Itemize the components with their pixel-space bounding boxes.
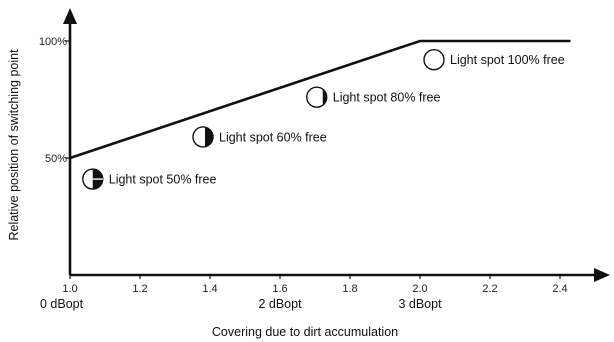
series-line <box>69 39 571 160</box>
annotations: Light spot 50% free Light spot 60% free Li… <box>82 49 565 190</box>
light-spot-circle <box>192 126 214 148</box>
light-spot-marker: Light spot 50% free <box>82 168 217 190</box>
covered-portion <box>322 87 327 108</box>
x-tick-label: 1.6 <box>272 283 287 295</box>
light-spot-marker: Light spot 80% free <box>306 86 441 108</box>
y-tick-label: 100% <box>39 36 67 48</box>
x-tick-label: 1.4 <box>202 283 217 295</box>
x-tick-label: 2.4 <box>552 283 567 295</box>
light-spot-marker: Light spot 100% free <box>423 49 565 71</box>
light-spot-circle <box>423 49 445 71</box>
dbopt-label: 3 dBopt <box>398 297 442 311</box>
light-spot-label: Light spot 60% free <box>219 130 327 144</box>
dbopt-label: 2 dBopt <box>258 297 302 311</box>
x-axis-title: Covering due to dirt accumulation <box>212 325 398 339</box>
x-tick-label: 2.2 <box>482 283 497 295</box>
plot-area <box>69 39 571 160</box>
y-axis-arrow <box>63 8 77 24</box>
light-spot-label: Light spot 80% free <box>333 91 441 105</box>
covered-portion <box>205 126 213 147</box>
y-tick-label: 50% <box>45 153 67 165</box>
x-tick-label: 1.2 <box>132 283 147 295</box>
light-spot-label: Light spot 100% free <box>450 53 565 67</box>
y-axis-title: Relative position of switching point <box>7 49 21 241</box>
x-tick-label: 1.0 <box>62 283 77 295</box>
light-spot-circle <box>306 86 328 108</box>
dbopt-label: 0 dBopt <box>40 297 84 311</box>
light-spot-marker: Light spot 60% free <box>192 126 327 148</box>
x-tick-label: 2.0 <box>412 283 427 295</box>
x-axis-arrow <box>594 268 610 282</box>
axes: 1.0 1.2 1.4 1.6 1.8 2.0 2.2 2.4 50% 100% <box>39 8 610 295</box>
light-spot-label: Light spot 50% free <box>109 173 217 187</box>
x-tick-label: 1.8 <box>342 283 357 295</box>
